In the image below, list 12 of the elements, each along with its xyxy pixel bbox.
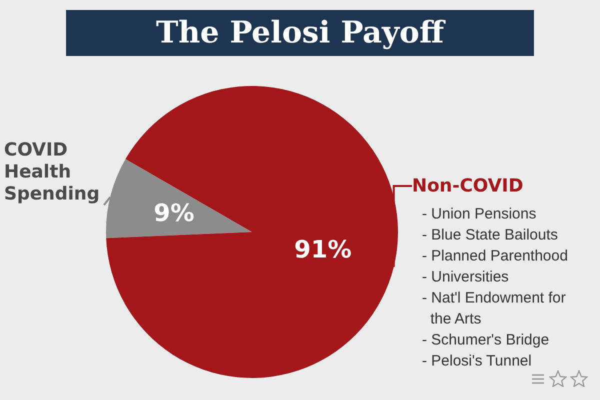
- text: - Schumer's Bridge: [422, 332, 550, 348]
- text: - Union Pensions: [422, 206, 536, 222]
- chart-title: The Pelosi Payoff: [156, 16, 446, 50]
- text: - Universities: [422, 268, 509, 286]
- data-label: 9%: [154, 198, 194, 227]
- text: - Pelosi's Tunnel: [422, 352, 532, 370]
- text: - Blue State Bailouts: [422, 226, 558, 244]
- data-label: 91%: [294, 235, 352, 264]
- text: - Planned Parenthood: [422, 248, 568, 264]
- slice-label: Non-COVID: [412, 176, 524, 196]
- slice-label: COVID Health Spending: [4, 140, 100, 204]
- text: - Nat'l Endowment for the Arts: [422, 290, 566, 328]
